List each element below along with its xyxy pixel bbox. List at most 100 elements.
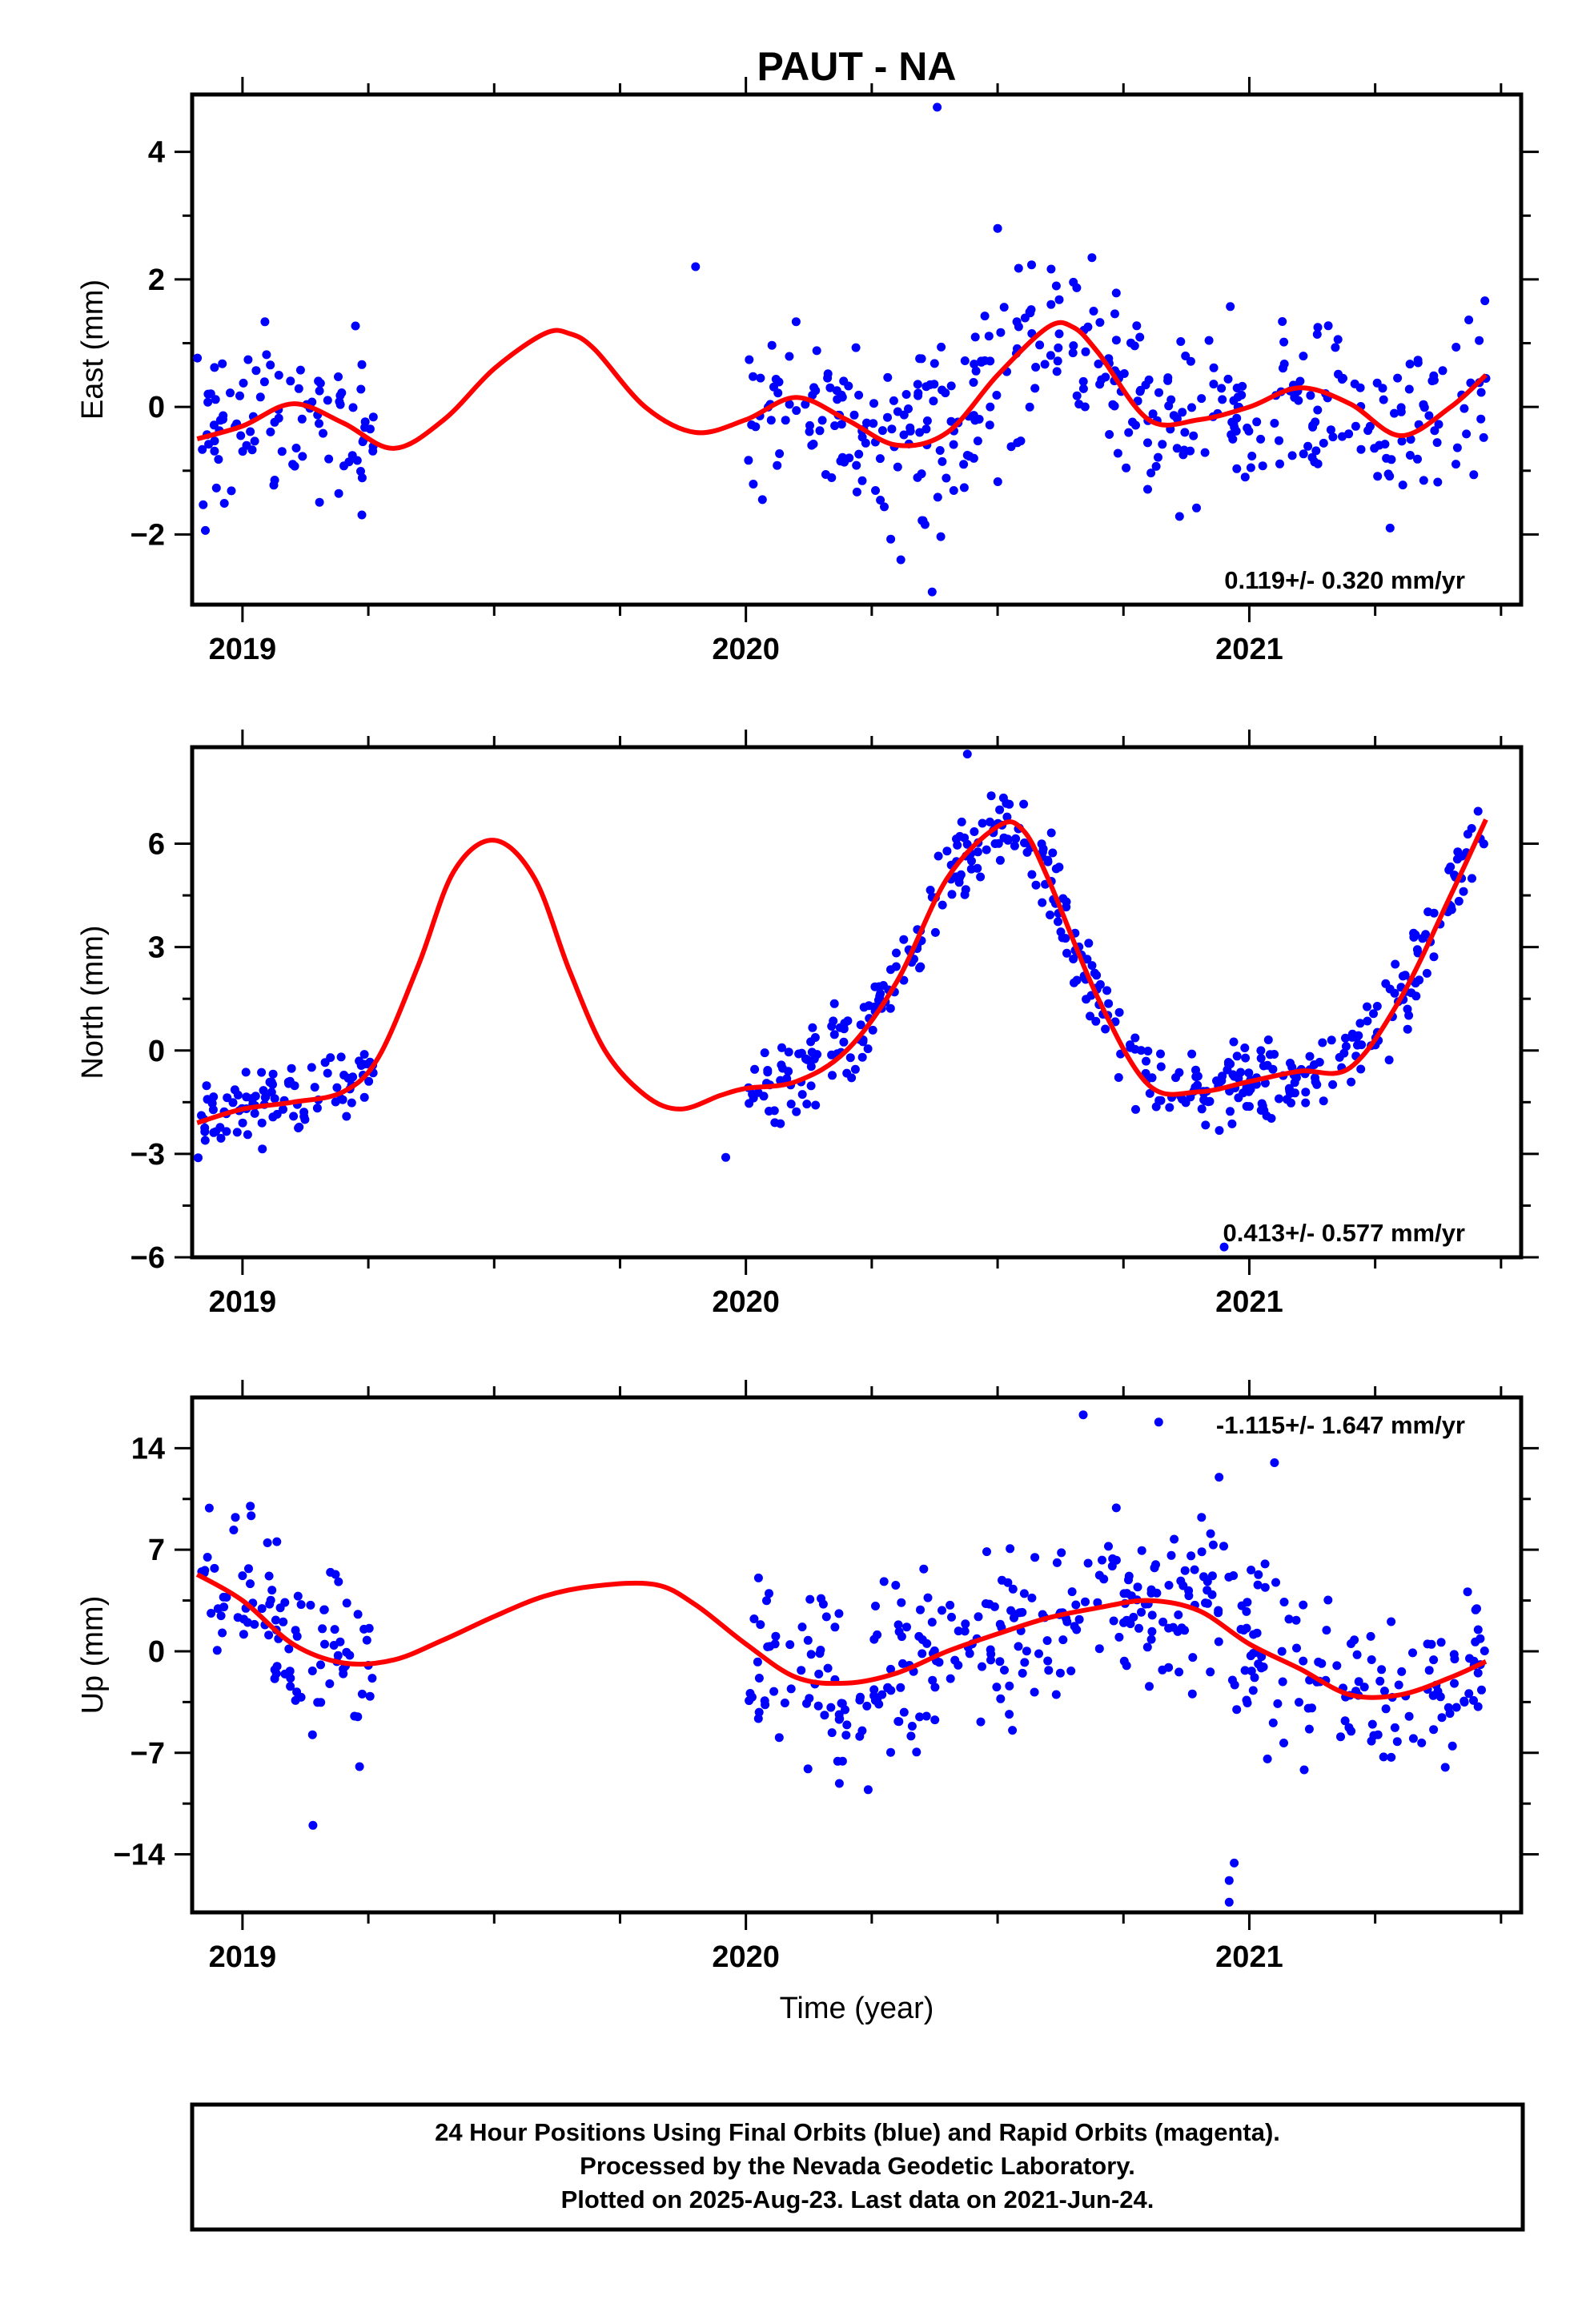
data-point xyxy=(949,486,958,495)
data-point xyxy=(230,1085,239,1095)
data-point xyxy=(1114,1007,1124,1017)
data-point xyxy=(1432,438,1442,448)
data-point xyxy=(1242,1084,1251,1094)
data-point xyxy=(320,1058,330,1068)
data-point xyxy=(299,1112,309,1121)
data-point xyxy=(996,1694,1006,1703)
data-point xyxy=(1433,477,1443,487)
data-point xyxy=(1054,295,1064,304)
data-point xyxy=(297,414,307,424)
data-point xyxy=(1405,360,1415,369)
data-point xyxy=(1279,337,1289,347)
data-point xyxy=(1454,896,1464,906)
data-point xyxy=(1174,1610,1183,1619)
chart-title: PAUT - NA xyxy=(757,44,956,89)
data-point xyxy=(1256,434,1266,444)
data-point xyxy=(315,419,323,428)
data-point xyxy=(1143,438,1152,448)
data-point xyxy=(238,1118,247,1128)
north-x-tick-label: 2020 xyxy=(712,1285,780,1319)
data-point xyxy=(812,346,821,356)
data-point xyxy=(1002,812,1012,822)
data-point xyxy=(766,416,776,425)
data-point xyxy=(1098,1555,1106,1565)
data-point xyxy=(1203,1598,1212,1608)
data-point xyxy=(1070,978,1078,987)
east-plot-frame xyxy=(190,92,1524,607)
data-point xyxy=(986,1655,995,1665)
data-point xyxy=(942,846,952,856)
data-point xyxy=(268,1112,278,1122)
data-point xyxy=(1133,1582,1142,1592)
data-point xyxy=(938,900,947,910)
data-point xyxy=(1094,360,1103,368)
data-point xyxy=(1019,799,1029,809)
data-point xyxy=(1074,400,1084,409)
data-point xyxy=(1203,1586,1212,1595)
data-point xyxy=(1154,388,1163,397)
data-point xyxy=(307,397,317,407)
data-point xyxy=(1328,1080,1338,1089)
data-point xyxy=(316,1660,325,1670)
data-point xyxy=(1450,870,1460,880)
data-point xyxy=(334,372,343,381)
data-point xyxy=(1040,360,1050,369)
data-point xyxy=(926,380,935,389)
data-point xyxy=(823,1663,833,1673)
data-point xyxy=(342,1112,351,1121)
data-point xyxy=(1250,1673,1259,1683)
data-point xyxy=(1379,395,1388,404)
data-point xyxy=(330,1625,339,1634)
data-point xyxy=(1205,1096,1215,1106)
data-point xyxy=(1256,1046,1266,1055)
data-point xyxy=(323,396,332,405)
data-point xyxy=(1429,952,1439,962)
data-point xyxy=(1450,1655,1460,1664)
data-point xyxy=(769,1687,779,1696)
data-point xyxy=(326,1567,335,1577)
data-point xyxy=(1479,432,1488,442)
data-point xyxy=(852,460,861,470)
data-point xyxy=(834,1779,844,1788)
data-point xyxy=(359,1050,369,1059)
data-point xyxy=(1347,1077,1356,1087)
data-point xyxy=(1165,1103,1174,1112)
data-point xyxy=(1468,874,1476,883)
data-point xyxy=(266,1595,275,1605)
data-point xyxy=(857,476,867,485)
data-point xyxy=(927,587,937,597)
data-point xyxy=(251,366,261,376)
data-point xyxy=(760,1048,769,1058)
data-point xyxy=(1476,388,1486,397)
data-point xyxy=(1241,1053,1251,1063)
data-point xyxy=(825,383,835,392)
data-point xyxy=(1396,407,1406,416)
data-point xyxy=(953,840,962,850)
data-point xyxy=(960,1626,970,1636)
data-point xyxy=(859,1003,869,1012)
data-point xyxy=(1046,911,1054,919)
data-point xyxy=(367,1674,377,1683)
data-point xyxy=(1403,1024,1412,1034)
data-point xyxy=(961,1619,970,1629)
data-point xyxy=(1244,1068,1254,1078)
data-point xyxy=(351,321,360,331)
data-point xyxy=(194,1153,203,1163)
data-point xyxy=(342,1598,351,1608)
data-point xyxy=(1068,348,1078,358)
east-y-tick-label: −2 xyxy=(130,518,165,552)
data-point xyxy=(1247,452,1257,460)
data-point xyxy=(892,948,901,958)
data-point xyxy=(1469,470,1479,480)
data-point xyxy=(842,1720,852,1730)
data-point xyxy=(1038,898,1047,907)
data-point xyxy=(1169,411,1178,420)
data-point xyxy=(785,1640,795,1650)
data-point xyxy=(797,1090,807,1100)
data-point xyxy=(1006,1606,1016,1615)
up-x-tick-label: 2020 xyxy=(712,1940,780,1974)
data-point xyxy=(286,1682,295,1691)
data-point xyxy=(1268,1064,1278,1074)
data-point xyxy=(359,1092,369,1102)
data-point xyxy=(1234,1093,1243,1103)
